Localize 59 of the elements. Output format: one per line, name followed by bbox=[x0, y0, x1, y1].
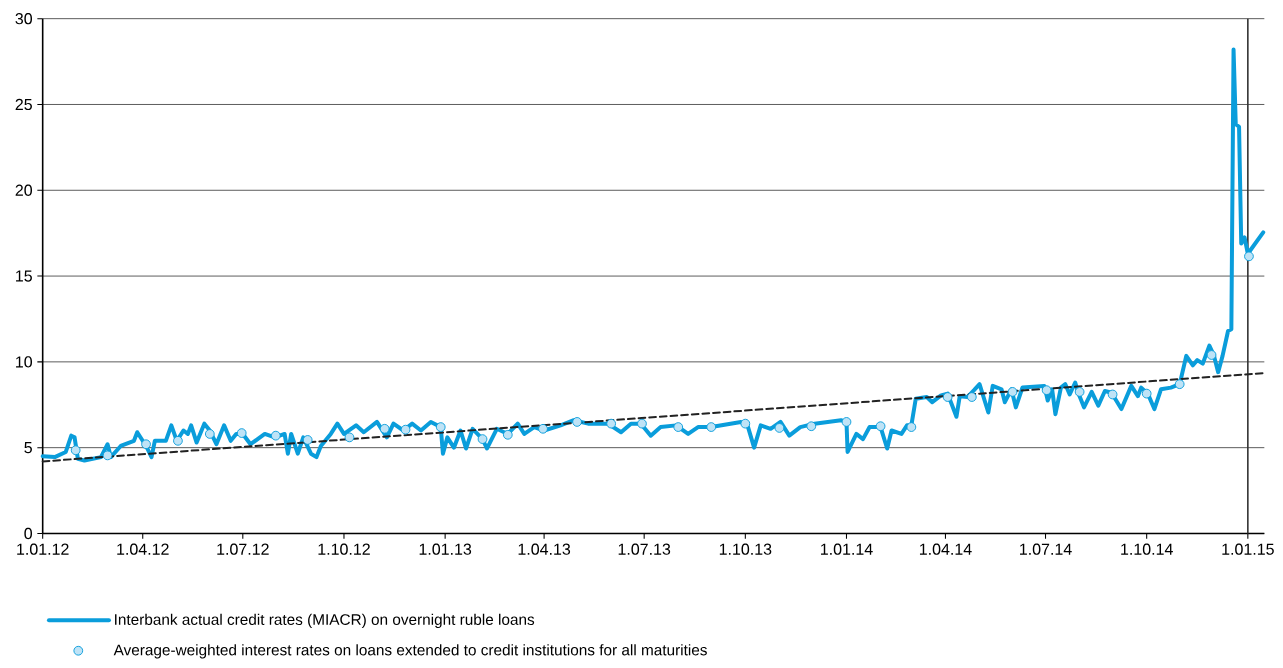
point bbox=[774, 422, 785, 433]
point bbox=[379, 423, 390, 434]
point bbox=[875, 421, 886, 432]
y-tick-label: 5 bbox=[24, 442, 32, 454]
y-tick-label: 0 bbox=[24, 527, 33, 540]
y-tick-label: 25 bbox=[15, 98, 32, 111]
point bbox=[966, 392, 977, 402]
point bbox=[1107, 389, 1118, 400]
legend-label: Average-weighted interest rates on loans extended to credit institutions for all maturities bbox=[113, 644, 707, 659]
x-tick-label: 1.07.14 bbox=[1020, 543, 1072, 555]
x-tick-label: 1.07.12 bbox=[217, 543, 269, 555]
point bbox=[502, 429, 513, 440]
point bbox=[236, 428, 247, 438]
point bbox=[102, 450, 113, 461]
point bbox=[673, 422, 684, 432]
x-tick-label: 1.01.13 bbox=[419, 543, 472, 555]
point bbox=[1244, 251, 1254, 262]
x-tick-label: 1.10.13 bbox=[719, 543, 772, 555]
y-tick-label: 10 bbox=[16, 356, 33, 368]
x-tick-label: 1.07.13 bbox=[618, 543, 671, 555]
y-tick-label: 30 bbox=[15, 12, 33, 25]
y-tick-label: 20 bbox=[15, 184, 33, 196]
point bbox=[302, 435, 313, 445]
legend-label: Interbank actual credit rates (MIACR) on overnight ruble loans bbox=[115, 613, 535, 628]
x-tick-label: 1.01.14 bbox=[821, 543, 873, 555]
point bbox=[1041, 385, 1052, 395]
x-tick-label: 1.10.14 bbox=[1121, 543, 1173, 555]
point bbox=[942, 392, 953, 402]
point bbox=[1141, 388, 1152, 399]
x-tick-label: 1.01.15 bbox=[1222, 543, 1274, 555]
point bbox=[637, 418, 647, 429]
x-tick-label: 1.10.12 bbox=[318, 543, 370, 555]
point bbox=[606, 418, 617, 429]
point bbox=[344, 432, 355, 443]
y-tick-label: 15 bbox=[16, 270, 32, 282]
point bbox=[173, 435, 183, 446]
point bbox=[538, 423, 548, 434]
point bbox=[740, 418, 751, 429]
point bbox=[572, 416, 582, 427]
point bbox=[70, 445, 81, 456]
point bbox=[400, 424, 411, 435]
point bbox=[1206, 350, 1217, 360]
point bbox=[806, 421, 817, 432]
point bbox=[477, 434, 488, 444]
point bbox=[1074, 386, 1085, 397]
point bbox=[1174, 379, 1185, 389]
x-tick-label: 1.04.14 bbox=[919, 543, 972, 555]
point bbox=[706, 422, 717, 432]
point bbox=[906, 422, 917, 432]
point bbox=[204, 428, 215, 439]
point bbox=[141, 439, 151, 450]
point bbox=[435, 422, 446, 432]
point bbox=[1007, 386, 1018, 397]
x-tick-label: 1.04.12 bbox=[117, 543, 169, 555]
x-tick-label: 1.04.13 bbox=[518, 543, 571, 555]
point bbox=[270, 430, 281, 441]
line-series bbox=[40, 47, 1266, 463]
x-tick-label: 1.01.12 bbox=[17, 543, 69, 555]
point bbox=[841, 416, 852, 427]
